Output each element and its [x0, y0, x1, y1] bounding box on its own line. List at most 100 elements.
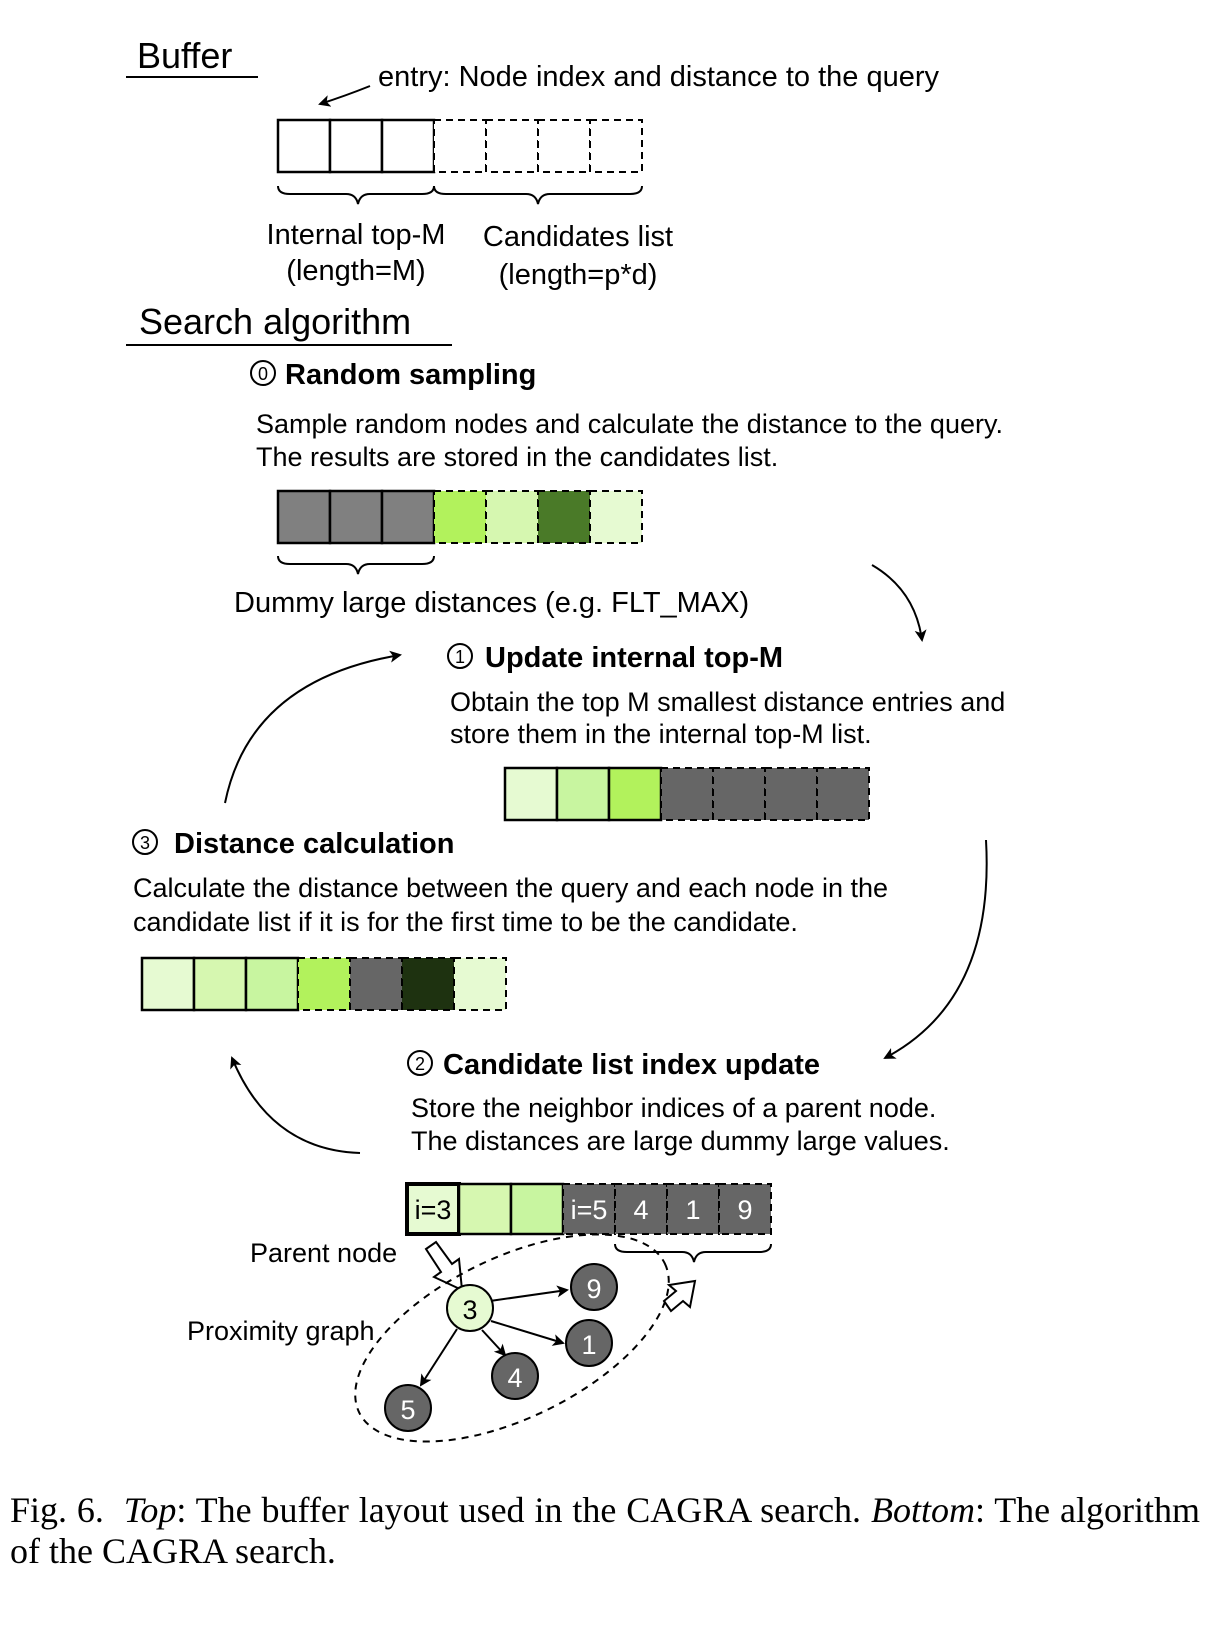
graph-node-1-circle [565, 1319, 613, 1367]
step2-cell [614, 1183, 668, 1235]
step1-cell [712, 767, 766, 821]
step3-cell [140, 956, 196, 1012]
search-heading: Search algorithm [139, 301, 411, 342]
graph-node-9: 9 [570, 1263, 618, 1311]
topm-length-label: (length=M) [286, 255, 425, 287]
graph-node-4: 4 [491, 1352, 539, 1400]
arrow-step2-to-step3 [230, 1056, 361, 1154]
proximity-graph-label: Proximity graph [187, 1316, 375, 1346]
step0-cell [433, 490, 487, 544]
step3-text-line1: Calculate the distance between the query… [133, 873, 888, 903]
graph-node-5: 5 [384, 1384, 432, 1432]
topm-brace [277, 185, 435, 205]
graph-node-9-circle [570, 1263, 618, 1311]
caption-prefix: Fig. 6. [10, 1490, 104, 1530]
step3-cell [297, 957, 351, 1011]
buffer-layout-cells [276, 118, 643, 174]
candidates-brace [433, 185, 643, 205]
neighbors-brace [614, 1243, 772, 1263]
step0-cell [589, 490, 643, 544]
step1-title: Update internal top-M [485, 642, 783, 674]
step0-marker [250, 360, 276, 386]
step1-cell [607, 766, 663, 822]
caption-top-word: Top [123, 1490, 177, 1530]
step2-text-line1: Store the neighbor indices of a parent n… [411, 1093, 936, 1123]
buffer-heading: Buffer [137, 35, 232, 76]
graph-node-9-label: 9 [586, 1274, 601, 1304]
step0-title: Random sampling [285, 359, 536, 391]
buffer-candidate-cell [589, 119, 643, 173]
step0-cell [537, 490, 591, 544]
buffer-candidate-cell [433, 119, 487, 173]
step2-cell-label: 4 [633, 1195, 648, 1225]
step2-cell [666, 1183, 720, 1235]
step2-cell [457, 1182, 513, 1236]
buffer-topm-cell [380, 118, 436, 174]
step0-cell [380, 489, 436, 545]
step0-cell [328, 489, 384, 545]
step1-cell [816, 767, 870, 821]
step1-cell [503, 766, 559, 822]
neighbors-hollow-arrow [662, 1279, 697, 1313]
graph-node-1-label: 1 [581, 1330, 596, 1360]
step1-marker [447, 643, 473, 669]
step2-cell-label: 9 [737, 1195, 752, 1225]
step0-cell [276, 489, 332, 545]
step3-marker-number: 3 [140, 833, 150, 853]
step2-title: Candidate list index update [443, 1049, 820, 1081]
step2-text-line2: The distances are large dummy large valu… [411, 1126, 950, 1156]
step0-header: 0 Random sampling [250, 359, 536, 391]
step2-header: 2 Candidate list index update [407, 1049, 820, 1081]
arrow-step1-to-step2 [883, 839, 988, 1059]
step1-buffer [503, 766, 870, 822]
caption-top-text: : The buffer layout used in the CAGRA se… [176, 1490, 862, 1530]
step3-marker [132, 829, 158, 855]
candidates-length-label: (length=p*d) [499, 259, 658, 291]
step2-cell-label: 1 [685, 1195, 700, 1225]
graph-node-5-circle [384, 1384, 432, 1432]
step3-cell [192, 956, 248, 1012]
entry-arrow [318, 85, 371, 107]
step3-cell [401, 957, 455, 1011]
step2-cell-parent [405, 1182, 461, 1236]
step3-title: Distance calculation [174, 828, 454, 860]
topm-label: Internal top-M [267, 219, 446, 251]
step3-cell [244, 956, 300, 1012]
step0-text-line1: Sample random nodes and calculate the di… [256, 409, 1003, 439]
step2-cell [718, 1183, 772, 1235]
graph-node-1: 1 [565, 1319, 613, 1367]
parent-node-label: Parent node [250, 1238, 397, 1268]
step0-buffer [276, 489, 643, 545]
edge-3-to-4 [481, 1329, 507, 1357]
graph-node-3-label: 3 [462, 1295, 477, 1325]
figure-caption: Fig. 6. Top: The buffer layout used in t… [10, 1490, 1200, 1572]
arrow-step3-to-step1 [224, 650, 402, 804]
step2-cell-label: i=3 [415, 1195, 452, 1225]
step0-cell [485, 490, 539, 544]
entry-label: entry: Node index and distance to the qu… [378, 61, 940, 93]
step1-cell [764, 767, 818, 821]
caption-bottom-word: Bottom [870, 1490, 975, 1530]
caption-bottom-text: : The algorithm of the CAGRA search. [10, 1490, 1201, 1571]
edge-3-to-9 [489, 1285, 569, 1302]
step2-cell-label: i=5 [571, 1195, 608, 1225]
graph-node-4-circle [491, 1352, 539, 1400]
buffer-topm-cell [276, 118, 332, 174]
graph-node-5-label: 5 [400, 1395, 415, 1425]
step2-marker [407, 1050, 433, 1076]
step2-cell [509, 1182, 565, 1236]
graph-node-3: 3 [446, 1284, 494, 1332]
dummy-brace [277, 555, 435, 575]
buffer-candidate-cell [537, 119, 591, 173]
candidates-label: Candidates list [483, 221, 673, 253]
arrow-step0-to-step1 [871, 564, 927, 642]
graph-node-3-circle [446, 1284, 494, 1332]
parent-hollow-arrow [424, 1240, 464, 1292]
step1-text-line1: Obtain the top M smallest distance entri… [450, 687, 1005, 717]
step3-buffer [140, 956, 507, 1012]
step1-text-line2: store them in the internal top-M list. [450, 719, 872, 749]
buffer-candidate-cell [485, 119, 539, 173]
graph-node-4-label: 4 [507, 1363, 522, 1393]
step1-marker-number: 1 [455, 647, 465, 667]
step1-cell [555, 766, 611, 822]
